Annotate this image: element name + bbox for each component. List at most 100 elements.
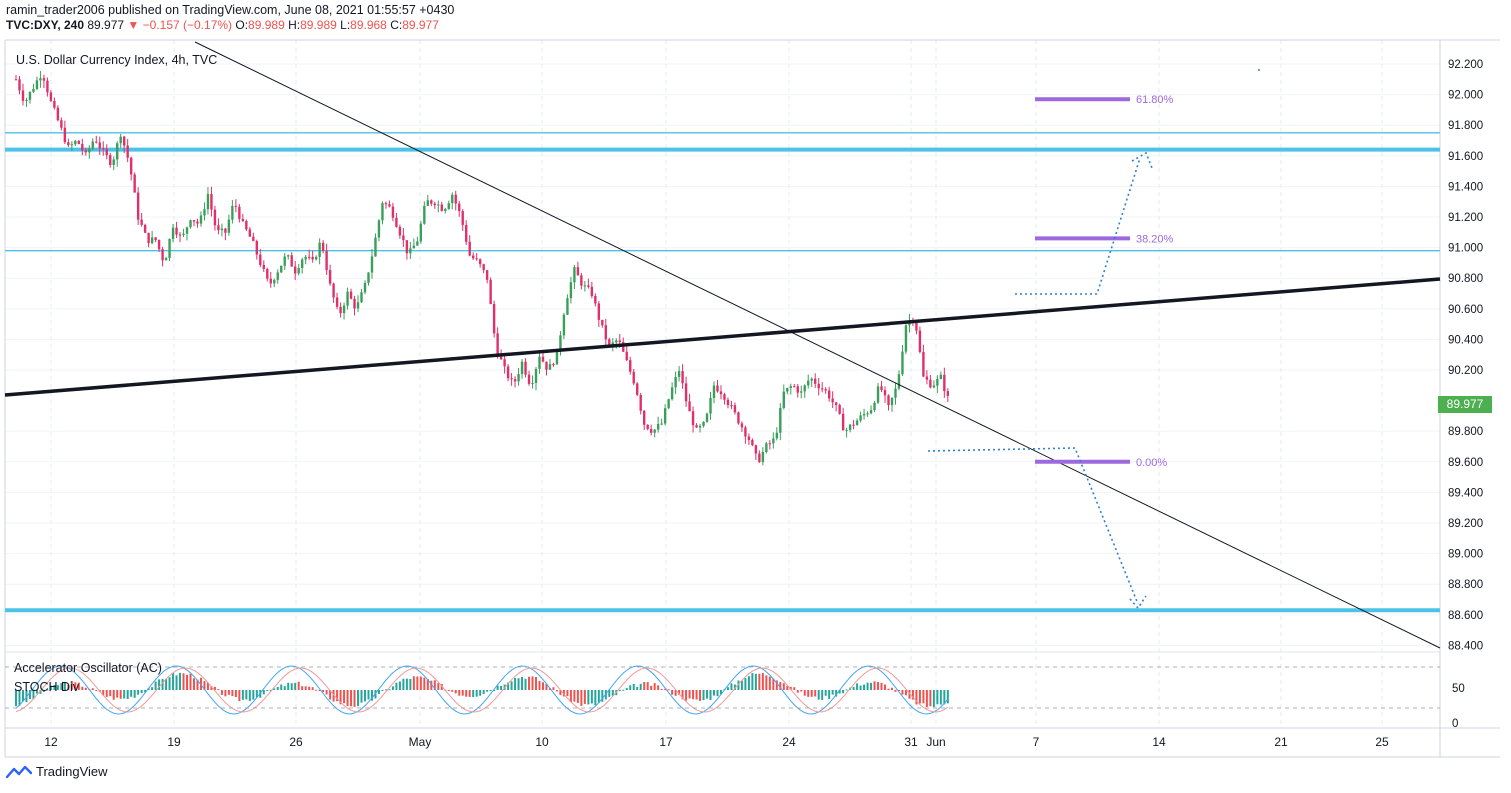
ac-bar (220, 690, 223, 695)
ac-bar (241, 690, 244, 700)
candle-body (430, 200, 433, 204)
candle-body (304, 256, 307, 260)
candle-body (220, 228, 224, 231)
ac-bar (576, 690, 579, 703)
ac-bar (77, 682, 80, 690)
ac-bar (486, 690, 489, 692)
candle-body (782, 391, 785, 409)
stoch-div-label[interactable]: STOCH Div (14, 680, 80, 694)
candle-body (21, 90, 25, 101)
candle-body (684, 383, 688, 402)
candlestick-series (14, 70, 950, 466)
candle-body (485, 270, 489, 280)
ac-bar (716, 690, 719, 697)
ac-bar (915, 690, 918, 705)
candle-body (471, 255, 475, 259)
candle-body (737, 412, 740, 424)
price-tick-label: 92.200 (1448, 59, 1483, 71)
candle-body (576, 267, 580, 276)
ac-bar (877, 682, 880, 690)
ac-bar (922, 690, 925, 704)
candle-body (817, 383, 820, 389)
candle-body (56, 107, 60, 121)
ac-bar (287, 682, 290, 690)
ac-bar (343, 690, 346, 704)
price-tick-label: 91.000 (1448, 243, 1483, 255)
candle-body (695, 425, 698, 428)
candle-body (670, 387, 674, 400)
candle-body (629, 360, 632, 372)
projected-down-path[interactable] (927, 447, 1139, 605)
candle-body (656, 424, 660, 430)
ac-bar (583, 690, 586, 704)
time-tick-label: 7 (1033, 735, 1040, 749)
candle-body (175, 227, 178, 235)
candle-body (178, 234, 182, 236)
ac-bar (367, 690, 370, 700)
candle-body (318, 242, 321, 257)
candle-body (147, 232, 150, 244)
candle-body (506, 366, 510, 379)
accelerator-oscillator-label[interactable]: Accelerator Oscillator (AC) (14, 661, 162, 675)
ac-bar (514, 678, 517, 690)
candle-body (356, 302, 360, 309)
open-label: O: (235, 18, 249, 32)
candle-body (545, 361, 548, 370)
ascending-trendline[interactable] (4, 277, 1441, 397)
candle-body (269, 278, 272, 284)
ac-bar (772, 678, 775, 690)
ac-bar (231, 690, 234, 697)
ac-bar (751, 673, 754, 690)
candle-body (489, 279, 492, 305)
candle-body (189, 220, 192, 228)
candle-body (632, 371, 635, 384)
candle-body (744, 427, 747, 437)
ac-bar (308, 686, 311, 690)
ac-bar (74, 682, 77, 690)
candle-body (84, 150, 87, 153)
fib-level-label: 0.00% (1136, 457, 1167, 469)
candle-body (740, 423, 744, 428)
ac-bar (713, 690, 715, 696)
candle-body (587, 285, 590, 287)
tradingview-footer[interactable]: TradingView (6, 764, 108, 779)
ac-bar (329, 690, 332, 700)
ac-bar (95, 690, 98, 691)
candle-body (538, 356, 541, 369)
candle-body (332, 283, 335, 298)
ac-bar (936, 690, 939, 705)
ohlc-line: TVC:DXY, 240 89.977 ▼ −0.157 (−0.17%) O:… (6, 18, 454, 33)
ac-bar (657, 685, 660, 690)
ac-bar (932, 690, 935, 708)
ac-bar (939, 690, 942, 705)
descending-trendline[interactable] (194, 41, 1441, 649)
candle-body (290, 255, 293, 267)
chart-header: ramin_trader2006 published on TradingVie… (6, 3, 454, 33)
ac-bar (793, 687, 796, 690)
last-price-tag: 89.977 (1438, 396, 1492, 413)
candle-body (677, 371, 681, 377)
projected-up-path[interactable] (1015, 157, 1141, 295)
price-tick-label: 91.600 (1448, 151, 1483, 163)
candle-body (622, 342, 625, 352)
candle-body (325, 250, 328, 271)
ac-bar (315, 689, 318, 691)
ac-bar (629, 685, 632, 690)
ac-bar (733, 684, 736, 690)
price-tick-label: 89.200 (1448, 518, 1483, 530)
candle-body (63, 127, 67, 143)
fib-level-label: 38.20% (1136, 233, 1174, 245)
candle-body (280, 265, 283, 273)
ac-bar (660, 688, 663, 690)
candle-body (824, 389, 827, 391)
candle-body (733, 405, 737, 413)
ac-bar (63, 682, 66, 690)
ac-bar (346, 690, 349, 707)
ac-bar (695, 690, 698, 700)
candle-body (747, 436, 751, 440)
ac-bar (507, 682, 510, 690)
ac-bar (238, 690, 241, 702)
candle-body (918, 330, 922, 352)
ac-bar (866, 682, 869, 690)
